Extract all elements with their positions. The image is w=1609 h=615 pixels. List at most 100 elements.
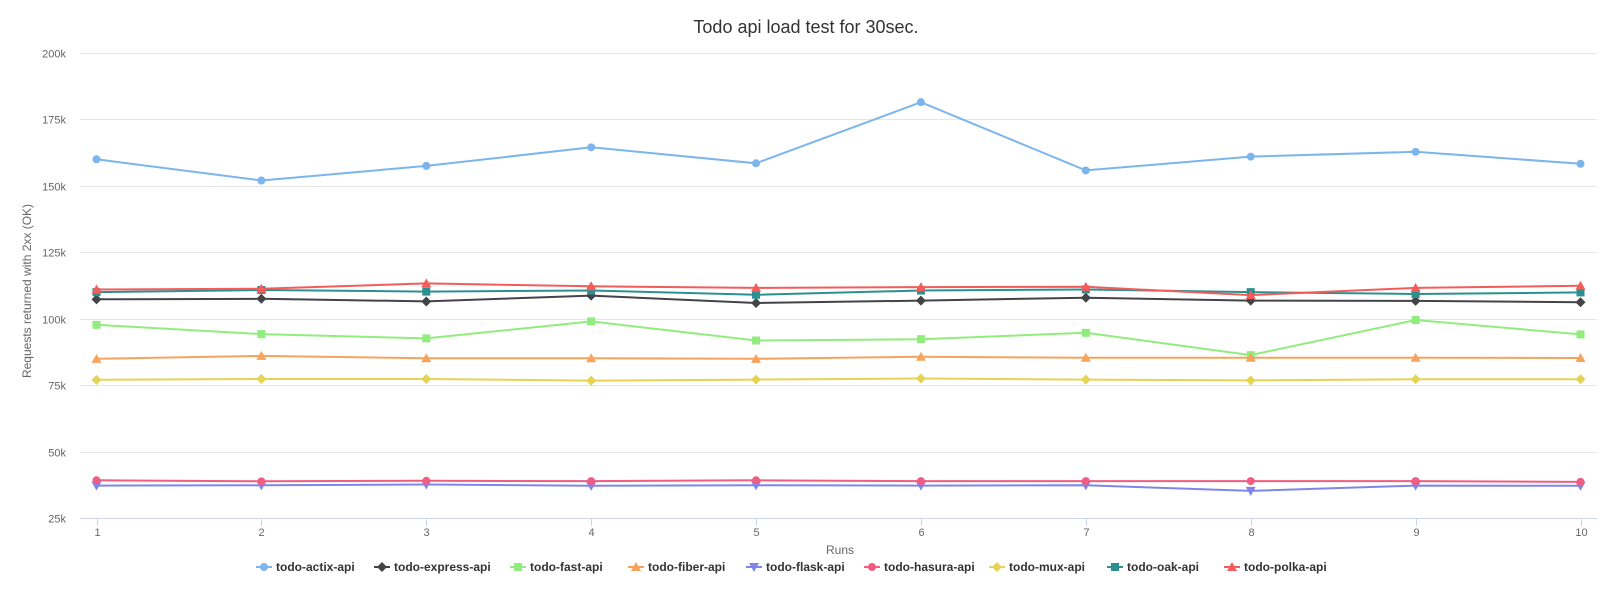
- data-point[interactable]: [1576, 330, 1585, 339]
- data-point[interactable]: [257, 176, 266, 185]
- data-point[interactable]: [256, 374, 267, 385]
- x-tick-label: 2: [258, 527, 264, 539]
- data-point[interactable]: [752, 290, 761, 299]
- data-point[interactable]: [752, 476, 761, 485]
- data-point[interactable]: [587, 143, 596, 152]
- legend-item-todo-hasura-api[interactable]: todo-hasura-api: [864, 560, 975, 574]
- legend-item-todo-oak-api[interactable]: todo-oak-api: [1107, 560, 1199, 574]
- data-point[interactable]: [1576, 477, 1585, 486]
- data-point[interactable]: [422, 476, 431, 485]
- data-point[interactable]: [1080, 352, 1091, 362]
- data-point[interactable]: [1245, 290, 1256, 300]
- data-point[interactable]: [1576, 159, 1585, 168]
- data-point[interactable]: [1575, 374, 1586, 385]
- data-point[interactable]: [916, 335, 925, 344]
- data-point[interactable]: [1246, 477, 1255, 486]
- data-point[interactable]: [586, 281, 597, 291]
- data-point[interactable]: [587, 317, 596, 326]
- data-point[interactable]: [1410, 374, 1421, 385]
- data-point[interactable]: [751, 481, 762, 491]
- data-point[interactable]: [92, 155, 101, 164]
- series-line: [96, 282, 1581, 297]
- data-point[interactable]: [91, 353, 102, 363]
- data-point[interactable]: [1411, 316, 1420, 325]
- series-line: [96, 479, 1581, 483]
- data-point[interactable]: [1575, 297, 1586, 308]
- data-point[interactable]: [1411, 477, 1420, 486]
- data-point[interactable]: [422, 334, 431, 343]
- data-point[interactable]: [91, 481, 102, 491]
- series-line: [96, 318, 1581, 357]
- data-point[interactable]: [752, 159, 761, 168]
- data-point[interactable]: [1410, 295, 1421, 306]
- data-point[interactable]: [91, 294, 102, 305]
- data-point[interactable]: [1246, 152, 1255, 161]
- legend-item-todo-flask-api[interactable]: todo-flask-api: [746, 560, 845, 574]
- data-point[interactable]: [256, 283, 267, 293]
- data-point[interactable]: [1410, 282, 1421, 292]
- series-line: [96, 377, 1581, 382]
- x-tick-label: 3: [423, 527, 429, 539]
- legend-item-todo-express-api[interactable]: todo-express-api: [374, 560, 491, 574]
- data-point[interactable]: [257, 477, 266, 486]
- legend-label: todo-hasura-api: [884, 560, 975, 574]
- data-point[interactable]: [421, 353, 432, 363]
- data-point[interactable]: [1245, 352, 1256, 362]
- series-layer: [91, 98, 1586, 496]
- data-point[interactable]: [1410, 352, 1421, 362]
- y-tick-label: 125k: [42, 248, 66, 260]
- data-point[interactable]: [92, 476, 101, 485]
- data-point[interactable]: [916, 477, 925, 486]
- series-todo-polka-api: [91, 278, 1586, 300]
- legend-item-todo-fast-api[interactable]: todo-fast-api: [510, 560, 603, 574]
- data-point[interactable]: [586, 375, 597, 386]
- data-point[interactable]: [421, 278, 432, 288]
- data-point[interactable]: [1081, 328, 1090, 337]
- data-point[interactable]: [1411, 147, 1420, 156]
- y-tick-label: 25k: [48, 514, 66, 526]
- data-point[interactable]: [751, 353, 762, 363]
- data-point[interactable]: [1245, 375, 1256, 386]
- data-point[interactable]: [1575, 280, 1586, 290]
- data-point[interactable]: [256, 350, 267, 360]
- data-point[interactable]: [751, 282, 762, 292]
- data-point[interactable]: [587, 286, 596, 295]
- data-point[interactable]: [751, 298, 762, 309]
- data-point[interactable]: [421, 296, 432, 307]
- data-point[interactable]: [1411, 290, 1420, 299]
- data-point[interactable]: [751, 374, 762, 385]
- data-point[interactable]: [91, 374, 102, 385]
- data-point[interactable]: [915, 373, 926, 384]
- data-point[interactable]: [586, 353, 597, 363]
- data-point[interactable]: [1081, 477, 1090, 486]
- data-point[interactable]: [91, 284, 102, 294]
- legend-item-todo-fiber-api[interactable]: todo-fiber-api: [628, 560, 725, 574]
- data-point[interactable]: [1080, 374, 1091, 385]
- data-point[interactable]: [257, 330, 266, 339]
- data-point[interactable]: [422, 161, 431, 170]
- data-point[interactable]: [915, 295, 926, 306]
- legend-item-todo-polka-api[interactable]: todo-polka-api: [1224, 560, 1327, 574]
- data-point[interactable]: [1080, 281, 1091, 291]
- legend-marker-symbol: [1227, 562, 1237, 571]
- legend-marker-symbol: [377, 562, 387, 572]
- y-tick-label: 150k: [42, 182, 66, 194]
- data-point[interactable]: [752, 336, 761, 345]
- data-point[interactable]: [1080, 292, 1091, 303]
- legend-item-todo-actix-api[interactable]: todo-actix-api: [256, 560, 355, 574]
- legend-item-todo-mux-api[interactable]: todo-mux-api: [989, 560, 1085, 574]
- data-point[interactable]: [421, 374, 432, 385]
- data-point[interactable]: [92, 320, 101, 329]
- data-point[interactable]: [587, 477, 596, 486]
- data-point[interactable]: [422, 287, 431, 296]
- data-point[interactable]: [915, 282, 926, 292]
- data-point[interactable]: [1575, 353, 1586, 363]
- legend-marker-symbol: [260, 563, 268, 571]
- data-point[interactable]: [1081, 166, 1090, 175]
- data-point[interactable]: [1245, 486, 1256, 496]
- data-point[interactable]: [916, 98, 925, 107]
- data-point[interactable]: [256, 293, 267, 304]
- data-point[interactable]: [1576, 288, 1585, 297]
- data-point[interactable]: [915, 351, 926, 361]
